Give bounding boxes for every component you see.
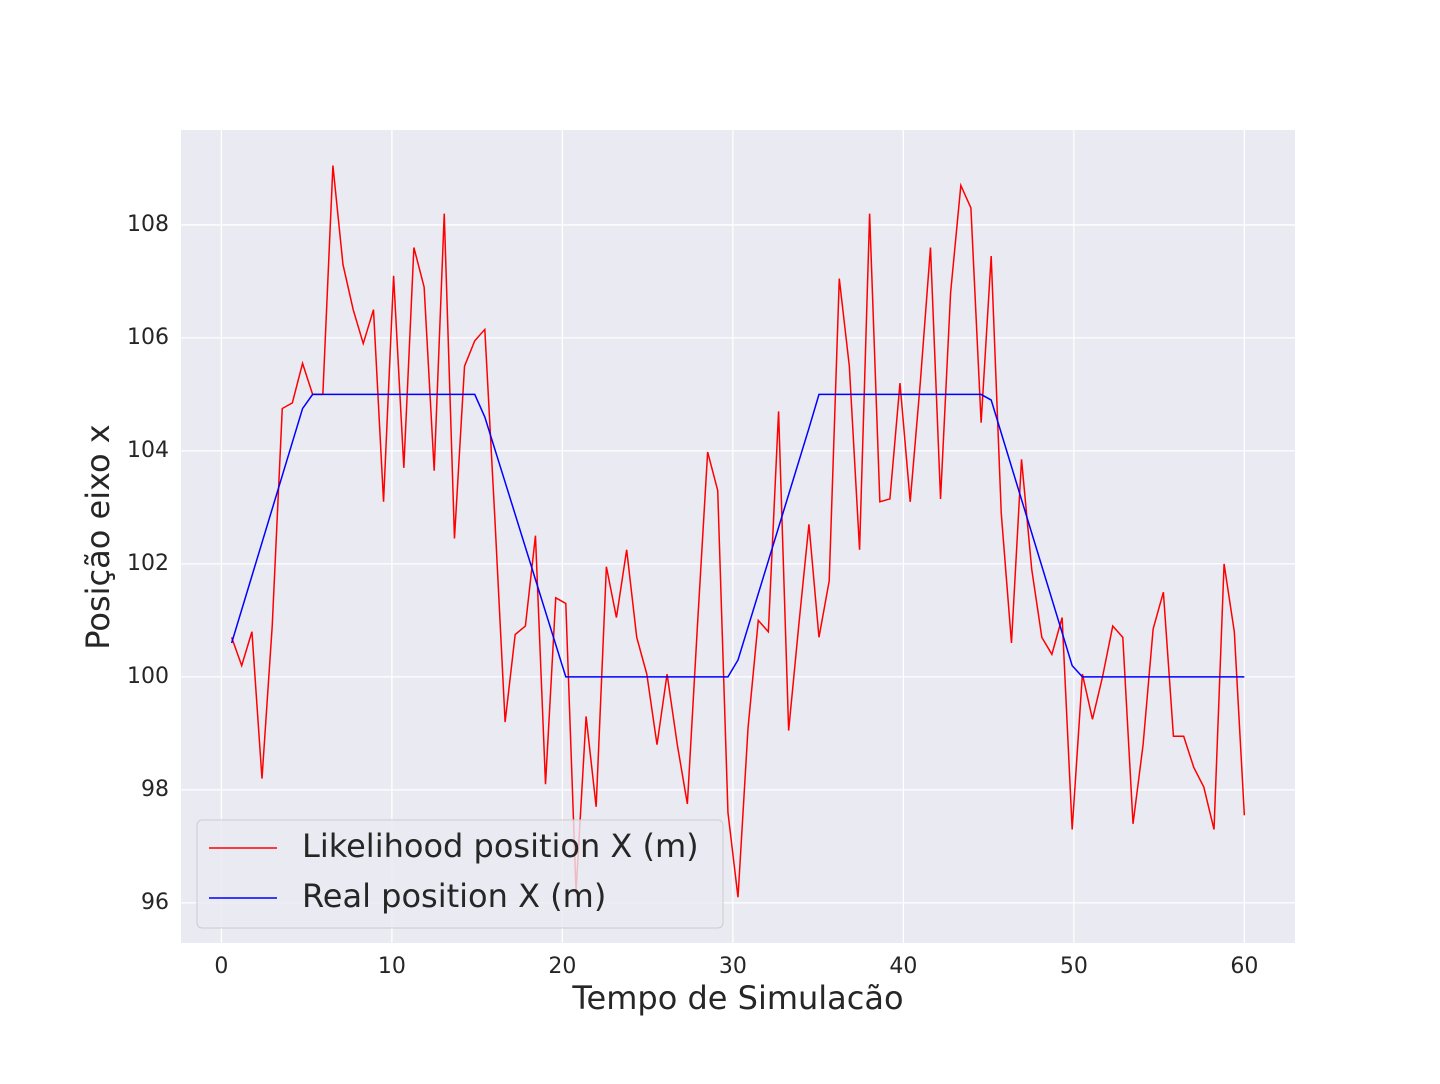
x-tick-label: 50 bbox=[1060, 954, 1088, 979]
x-tick-label: 30 bbox=[719, 954, 747, 979]
y-tick-label: 100 bbox=[127, 664, 169, 689]
x-tick-label: 0 bbox=[214, 954, 228, 979]
y-tick-label: 108 bbox=[127, 212, 169, 237]
y-axis-label: Posição eixo x bbox=[79, 424, 117, 649]
y-tick-label: 102 bbox=[127, 551, 169, 576]
y-tick-label: 106 bbox=[127, 325, 169, 350]
legend-label: Real position X (m) bbox=[302, 877, 606, 915]
x-tick-label: 20 bbox=[548, 954, 576, 979]
y-tick-label: 104 bbox=[127, 438, 169, 463]
data-line bbox=[230, 393, 1245, 678]
data-line bbox=[230, 165, 1246, 898]
y-tick-label: 98 bbox=[141, 777, 169, 802]
x-tick-label: 10 bbox=[378, 954, 406, 979]
legend-box bbox=[196, 819, 724, 929]
y-tick-label: 96 bbox=[141, 890, 169, 915]
x-tick-label: 60 bbox=[1230, 954, 1258, 979]
legend: Likelihood position X (m) Real position X… bbox=[196, 819, 724, 929]
legend-label: Likelihood position X (m) bbox=[302, 827, 699, 865]
x-axis-label: Tempo de Simulacão bbox=[571, 979, 903, 1017]
x-tick-label: 40 bbox=[889, 954, 917, 979]
plot-background bbox=[181, 130, 1295, 943]
